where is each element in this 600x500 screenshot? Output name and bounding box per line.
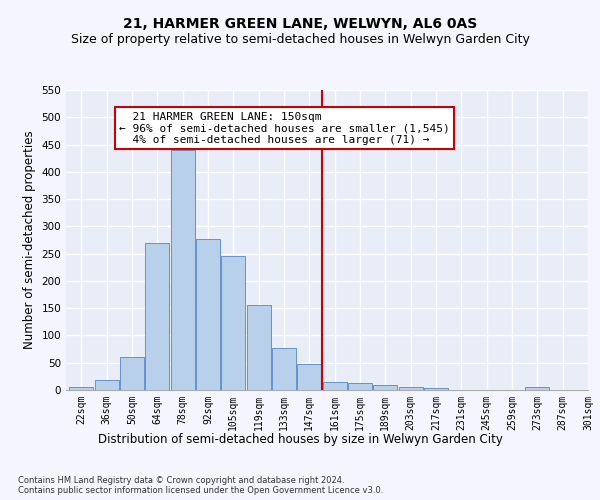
Text: Size of property relative to semi-detached houses in Welwyn Garden City: Size of property relative to semi-detach… bbox=[71, 32, 529, 46]
Bar bbox=[120, 358, 144, 390]
Text: Distribution of semi-detached houses by size in Welwyn Garden City: Distribution of semi-detached houses by … bbox=[98, 432, 502, 446]
Bar bbox=[196, 239, 220, 390]
Bar bbox=[247, 306, 271, 390]
Bar bbox=[145, 242, 169, 390]
Bar bbox=[348, 383, 372, 390]
Bar bbox=[95, 380, 119, 390]
Bar bbox=[373, 384, 397, 390]
Bar bbox=[398, 388, 422, 390]
Bar bbox=[525, 388, 550, 390]
Bar bbox=[69, 388, 93, 390]
Y-axis label: Number of semi-detached properties: Number of semi-detached properties bbox=[23, 130, 36, 350]
Text: 21 HARMER GREEN LANE: 150sqm
← 96% of semi-detached houses are smaller (1,545)
 : 21 HARMER GREEN LANE: 150sqm ← 96% of se… bbox=[119, 112, 450, 145]
Bar bbox=[170, 150, 194, 390]
Text: 21, HARMER GREEN LANE, WELWYN, AL6 0AS: 21, HARMER GREEN LANE, WELWYN, AL6 0AS bbox=[123, 18, 477, 32]
Bar bbox=[323, 382, 347, 390]
Bar bbox=[221, 256, 245, 390]
Bar bbox=[272, 348, 296, 390]
Text: Contains HM Land Registry data © Crown copyright and database right 2024.
Contai: Contains HM Land Registry data © Crown c… bbox=[18, 476, 383, 495]
Bar bbox=[424, 388, 448, 390]
Bar bbox=[297, 364, 321, 390]
